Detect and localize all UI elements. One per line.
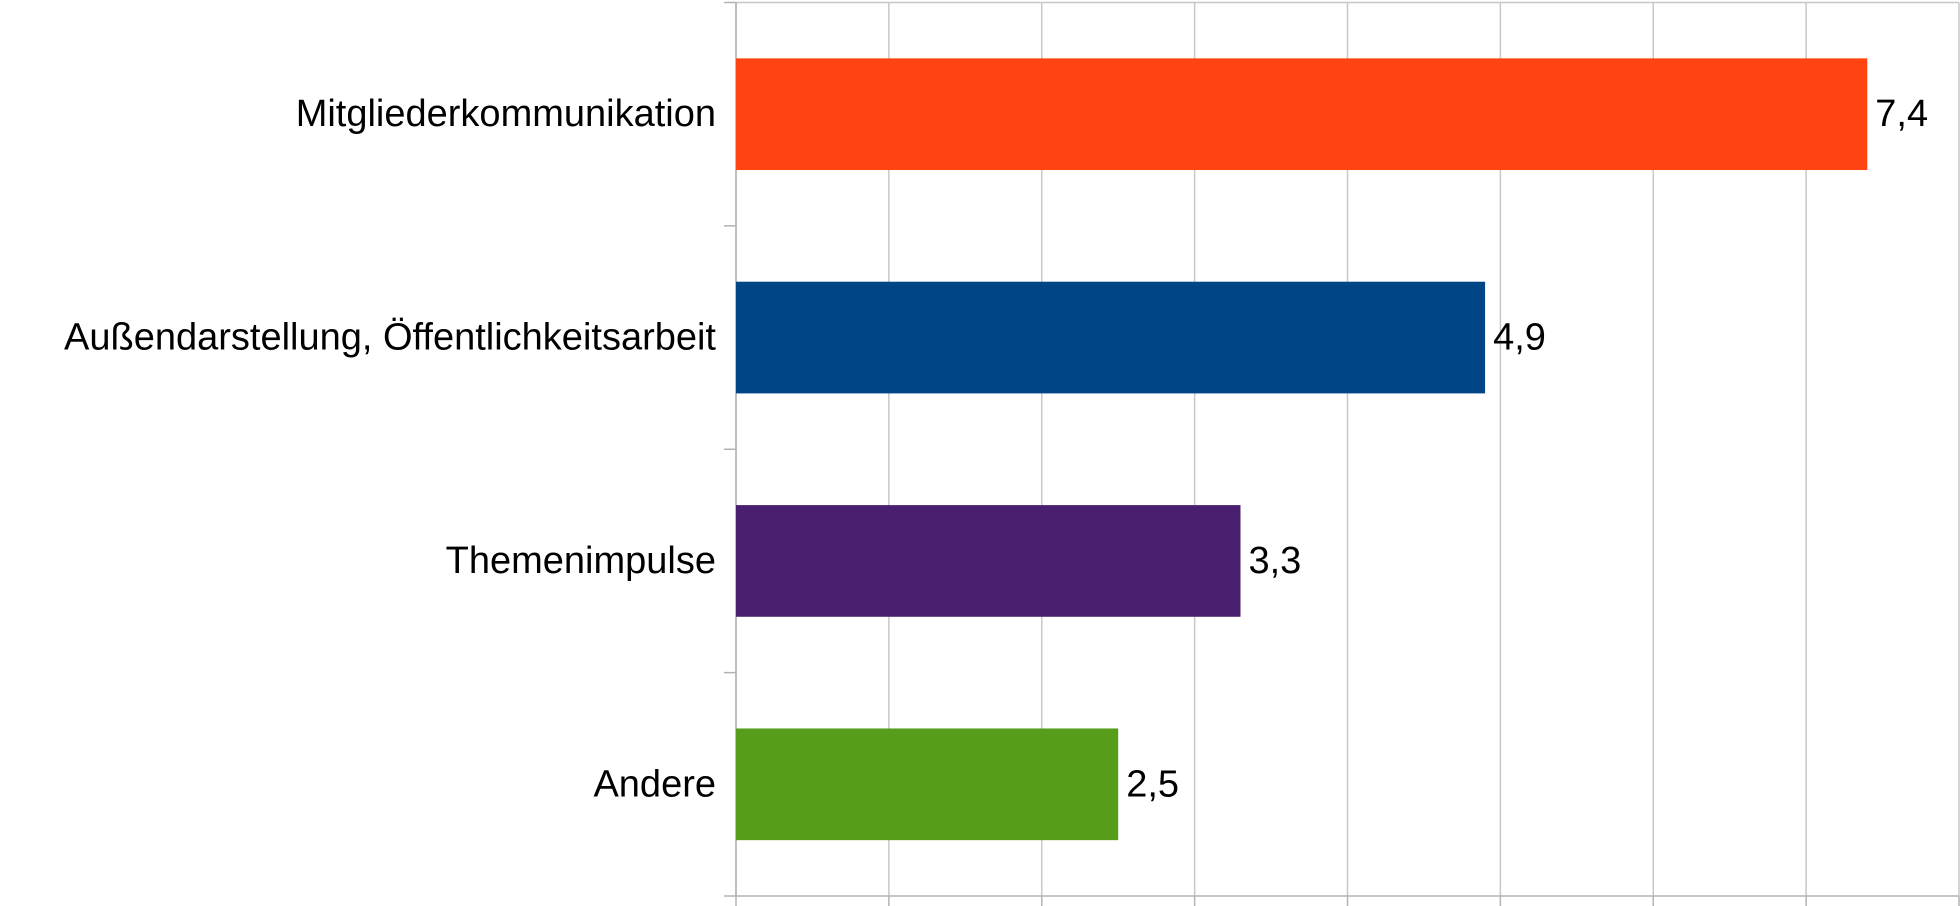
value-label: 2,5 <box>1126 763 1179 805</box>
y-tick-label: Themenimpulse <box>446 540 716 582</box>
bar <box>736 281 1486 394</box>
y-tick-label: Mitgliederkommunikation <box>296 93 716 135</box>
bar <box>736 58 1868 171</box>
value-label: 3,3 <box>1248 540 1301 582</box>
value-label: 7,4 <box>1875 93 1928 135</box>
bar <box>736 728 1119 841</box>
y-tick-label: Außendarstellung, Öffentlichkeitsarbeit <box>64 317 716 359</box>
bar <box>736 505 1241 617</box>
y-tick-label: Andere <box>593 763 716 805</box>
value-label: 4,9 <box>1493 317 1546 359</box>
